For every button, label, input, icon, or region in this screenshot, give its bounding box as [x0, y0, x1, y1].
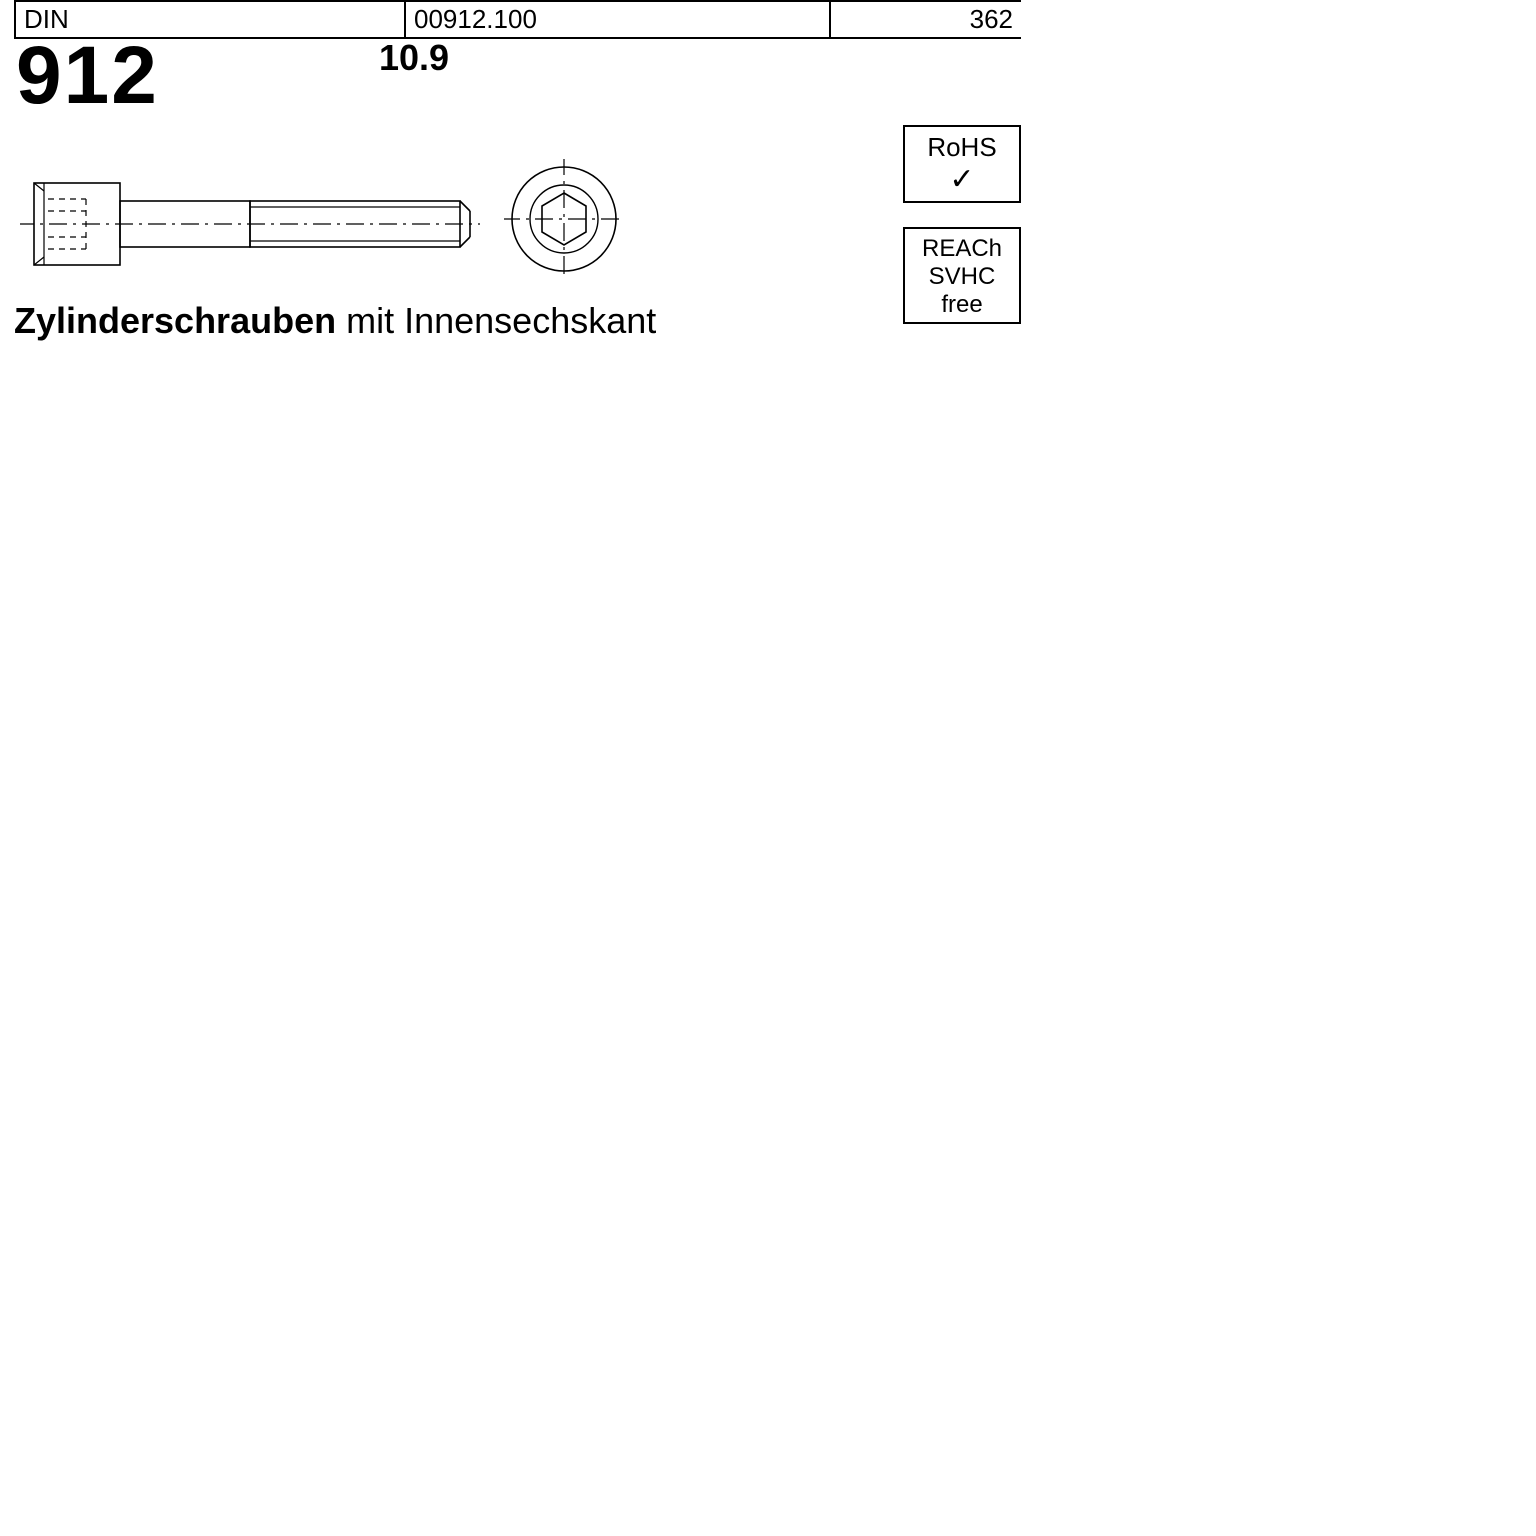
rohs-badge: RoHS ✓	[903, 125, 1021, 203]
rohs-label: RoHS	[905, 133, 1019, 163]
standard-number: 912	[14, 35, 159, 117]
reach-line1: REACh	[905, 235, 1019, 263]
reach-line2: SVHC	[905, 263, 1019, 291]
header-row: DIN 00912.100 362	[14, 0, 1021, 39]
check-icon: ✓	[905, 163, 1019, 198]
header-code: 00912.100	[406, 2, 831, 37]
reach-badge: REACh SVHC free	[903, 227, 1021, 324]
strength-grade: 10.9	[379, 37, 449, 79]
title-row: 912 10.9	[14, 39, 1021, 117]
bolt-side-view-icon	[20, 179, 480, 289]
datasheet: DIN 00912.100 362 912 10.9	[14, 0, 1021, 297]
header-page: 362	[831, 2, 1021, 37]
technical-drawing	[14, 157, 1021, 297]
product-description: Zylinderschrauben mit Innensechskant	[14, 300, 656, 342]
description-rest: mit Innensechskant	[336, 300, 656, 341]
bolt-head-view-icon	[504, 159, 624, 279]
reach-line3: free	[905, 291, 1019, 319]
description-bold: Zylinderschrauben	[14, 300, 336, 341]
compliance-badges: RoHS ✓ REACh SVHC free	[903, 125, 1021, 348]
